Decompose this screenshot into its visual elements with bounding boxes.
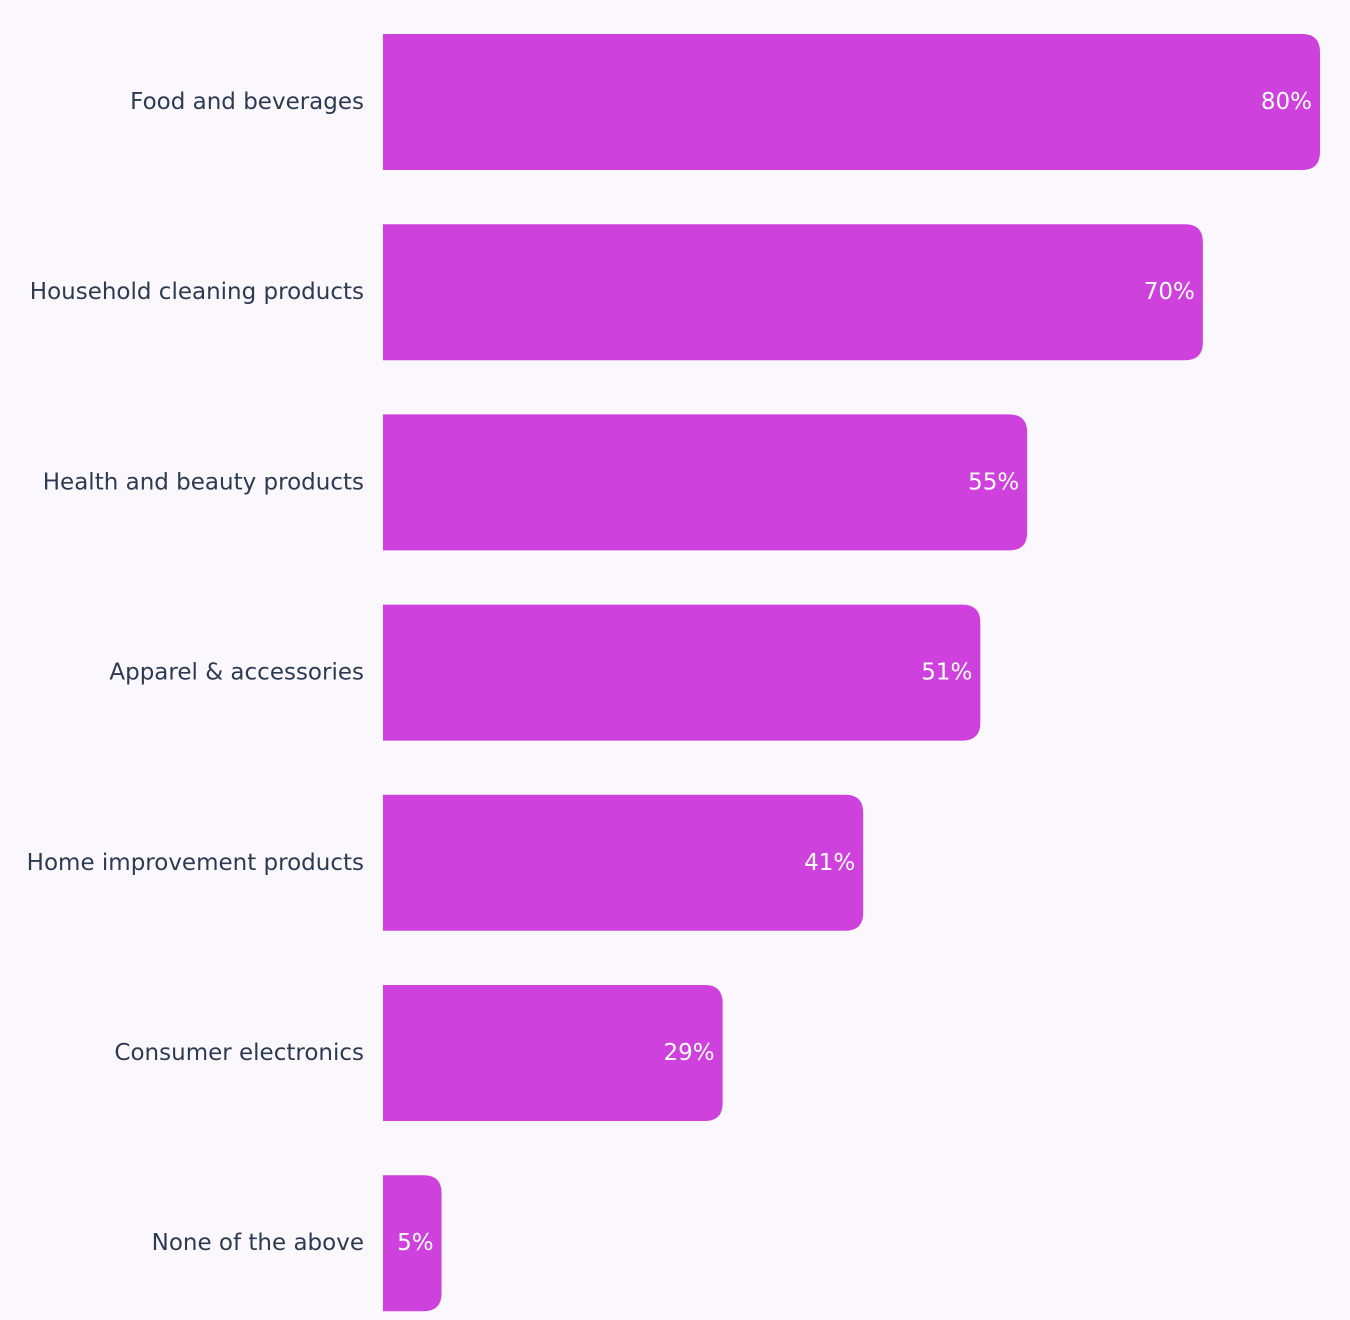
value-label-1: 70% xyxy=(1144,279,1195,305)
category-label-4: Home improvement products xyxy=(27,850,364,876)
category-labels: Food and beverages Household cleaning pro… xyxy=(27,89,364,1256)
bar-1 xyxy=(383,224,1203,361)
category-label-1: Household cleaning products xyxy=(30,279,364,305)
value-label-6: 5% xyxy=(397,1230,434,1256)
bar-5 xyxy=(383,985,723,1121)
bar-3 xyxy=(383,604,981,741)
value-label-0: 80% xyxy=(1261,89,1312,115)
value-label-3: 51% xyxy=(921,660,972,686)
bar-4 xyxy=(383,794,864,931)
category-label-6: None of the above xyxy=(152,1230,364,1256)
category-label-2: Health and beauty products xyxy=(43,469,364,495)
value-label-2: 55% xyxy=(968,469,1019,495)
category-label-0: Food and beverages xyxy=(130,89,364,115)
bars-layer xyxy=(383,34,1320,1312)
value-label-4: 41% xyxy=(804,850,855,876)
category-label-3: Apparel & accessories xyxy=(109,660,364,686)
value-labels: 80% 70% 55% 51% 41% 29% 5% xyxy=(397,89,1312,1256)
bar-0 xyxy=(383,34,1320,170)
value-label-5: 29% xyxy=(664,1040,715,1066)
bar-2 xyxy=(383,414,1028,551)
category-label-5: Consumer electronics xyxy=(114,1040,364,1066)
bar-6 xyxy=(383,1175,442,1312)
